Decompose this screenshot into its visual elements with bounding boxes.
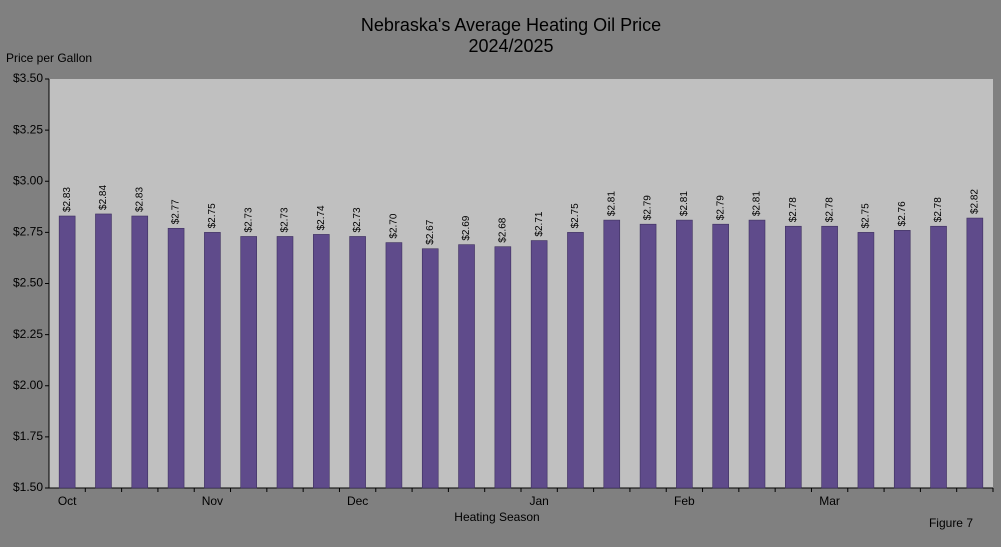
value-label: $2.75 [570,203,581,228]
bar [530,240,548,489]
value-label: $2.77 [171,199,182,224]
y-tick-label: $2.75 [13,225,43,239]
value-label: $2.73 [243,207,254,232]
bar [349,236,366,489]
bar [603,219,621,489]
value-label: $2.83 [134,187,145,212]
value-label: $2.81 [606,191,617,216]
value-label: $2.70 [389,213,400,238]
value-label: $2.79 [643,195,654,220]
value-label: $2.84 [98,185,109,210]
value-label: $2.75 [861,203,872,228]
bar [930,225,947,489]
x-tick-label: Oct [58,494,77,508]
bar [167,227,185,489]
value-label: $2.78 [824,197,835,222]
x-tick-label: Mar [819,494,840,508]
value-label: $2.82 [969,189,980,214]
x-tick-label: Jan [529,494,548,508]
y-tick-label: $2.00 [13,378,43,392]
x-tick-label: Feb [674,494,695,508]
x-axis-label: Heating Season [454,510,539,524]
y-tick-label: $1.75 [13,429,43,443]
bar [95,213,112,489]
chart-title: Nebraska's Average Heating Oil Price [361,15,661,35]
plot-area [49,79,993,488]
value-label: $2.69 [461,215,472,240]
bar [276,236,294,489]
bar [966,217,984,489]
y-tick-label: $2.50 [13,276,43,290]
value-label: $2.75 [207,203,218,228]
y-tick-label: $3.50 [13,71,43,85]
value-label: $2.68 [497,217,508,242]
value-label: $2.78 [933,197,944,222]
bar [421,248,439,489]
value-label: $2.79 [715,195,726,220]
bar [240,236,257,489]
value-label: $2.76 [897,201,908,226]
value-label: $2.83 [62,187,73,212]
bar [676,219,693,489]
value-label: $2.81 [752,191,763,216]
bar [893,230,911,489]
value-label: $2.73 [352,207,363,232]
chart-subtitle: 2024/2025 [468,36,553,56]
y-tick-label: $1.50 [13,480,43,494]
x-tick-label: Dec [347,494,368,508]
bar [385,242,403,489]
bar [204,232,221,489]
bar [712,223,729,489]
bar [748,219,766,489]
bar [58,215,76,489]
bar [821,225,838,489]
annotation: Figure 7 [929,516,973,530]
value-label: $2.67 [425,219,436,244]
bar [494,246,512,489]
bar [313,234,330,489]
x-tick-label: Nov [202,494,223,508]
bar [785,225,802,489]
y-tick-label: $3.00 [13,173,43,187]
value-label: $2.78 [788,197,799,222]
y-tick-label: $3.25 [13,122,43,136]
y-axis-label: Price per Gallon [6,51,92,65]
value-label: $2.71 [534,211,545,236]
bar [857,232,875,489]
bar [458,244,475,489]
y-tick-label: $2.25 [13,327,43,341]
bar [131,215,149,489]
bar [639,223,657,489]
value-label: $2.74 [316,205,327,230]
value-label: $2.73 [280,207,291,232]
bar [567,232,584,489]
value-label: $2.81 [679,191,690,216]
